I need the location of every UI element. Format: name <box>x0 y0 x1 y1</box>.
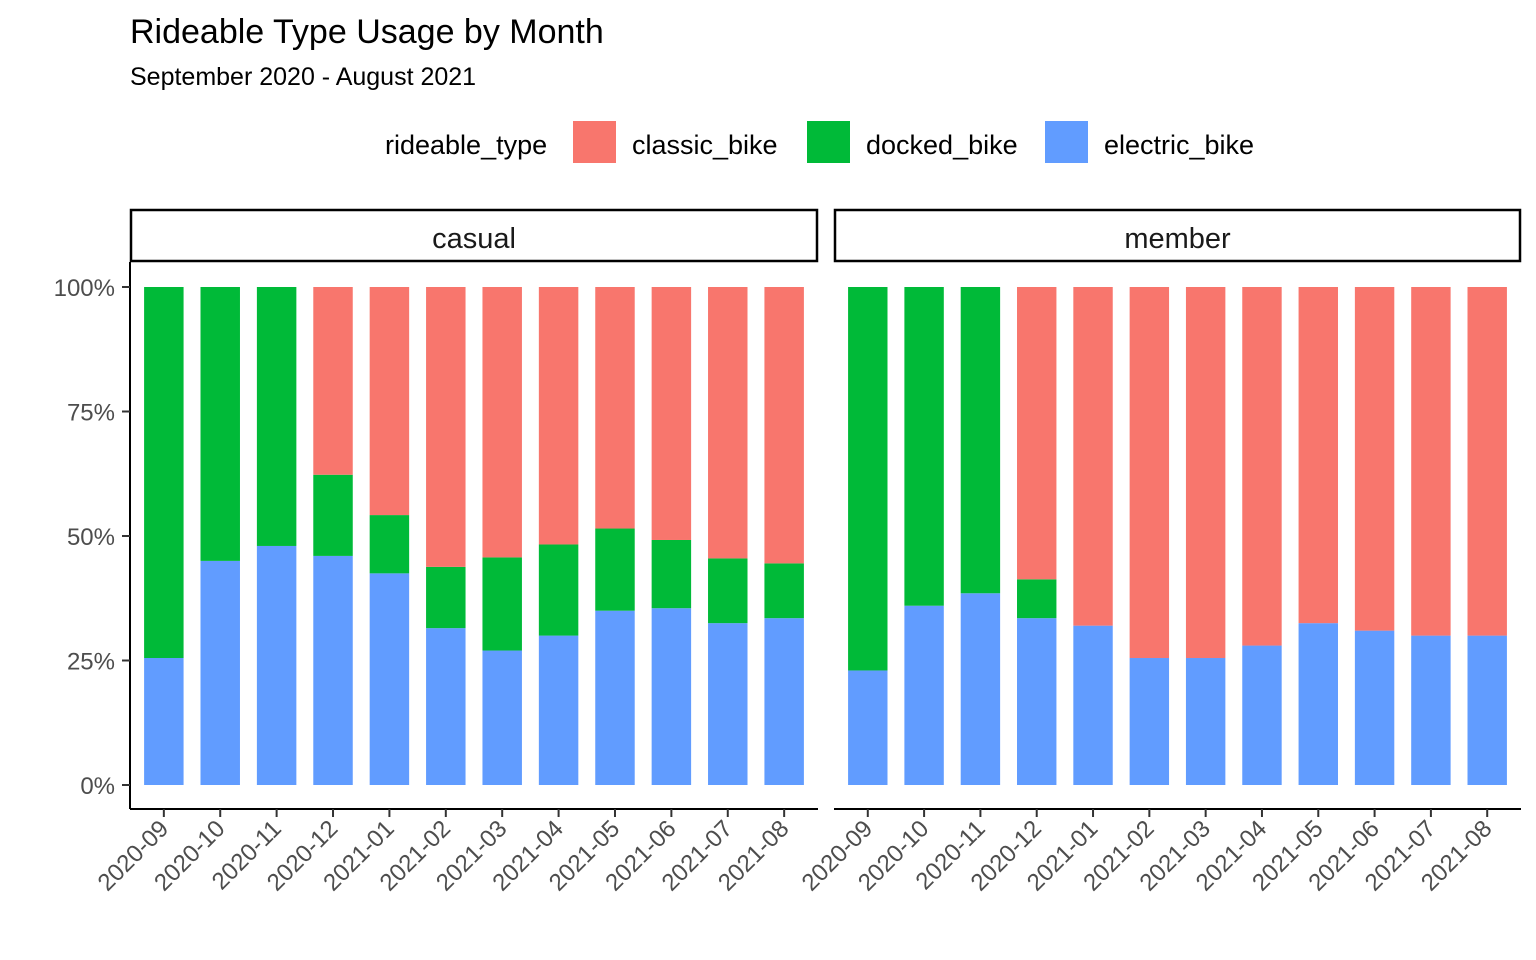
bar-casual-2021-02-electric-bike <box>426 628 466 785</box>
bar-member-2021-04-classic-bike <box>1242 287 1282 646</box>
legend-label-electric-bike: electric_bike <box>1104 130 1254 160</box>
bar-casual-2020-10-docked-bike <box>200 287 240 561</box>
bar-casual-2021-08-docked-bike <box>764 563 804 619</box>
bar-member-2021-03-electric-bike <box>1185 658 1226 785</box>
bar-casual-2020-10-electric-bike <box>200 560 240 785</box>
bar-casual-2021-02-classic-bike <box>426 287 466 567</box>
legend-swatch-classic-bike <box>573 121 616 163</box>
legend-swatch-electric-bike <box>1045 121 1088 163</box>
bar-casual-2021-08-classic-bike <box>764 287 804 564</box>
bar-member-2020-10-docked-bike <box>904 287 944 606</box>
strip-label-member: member <box>1124 223 1231 255</box>
bar-casual-2021-01-docked-bike <box>369 515 410 574</box>
strip-member <box>833 208 1522 263</box>
bar-casual-2020-12-docked-bike <box>313 474 353 556</box>
strip-label-casual: casual <box>432 223 516 255</box>
bar-casual-2021-04-classic-bike <box>538 287 579 545</box>
bar-member-2021-04-electric-bike <box>1242 645 1282 785</box>
legend-title: rideable_type <box>385 130 547 160</box>
bar-member-2020-09-electric-bike <box>848 670 888 785</box>
bar-member-2021-02-electric-bike <box>1129 658 1170 785</box>
bar-member-2021-08-classic-bike <box>1467 287 1507 636</box>
bar-member-2021-07-classic-bike <box>1411 287 1451 636</box>
chart-subtitle: September 2020 - August 2021 <box>130 63 476 91</box>
bar-casual-2021-01-electric-bike <box>369 573 410 785</box>
bar-member-2020-11-electric-bike <box>960 593 1001 785</box>
bar-casual-2021-05-classic-bike <box>595 287 635 529</box>
bar-casual-2021-07-classic-bike <box>708 287 748 559</box>
bar-casual-2021-04-electric-bike <box>538 635 579 785</box>
bar-casual-2021-07-docked-bike <box>708 558 748 624</box>
bar-casual-2021-01-classic-bike <box>369 287 410 516</box>
bar-member-2020-10-electric-bike <box>904 605 944 785</box>
bar-member-2020-11-docked-bike <box>960 287 1001 594</box>
chart-title: Rideable Type Usage by Month <box>130 13 604 51</box>
bar-casual-2021-03-electric-bike <box>482 650 522 785</box>
legend: rideable_type classic_bike docked_bike ele… <box>385 121 1254 163</box>
bar-casual-2020-12-electric-bike <box>313 555 353 785</box>
panel-member: member2020-092020-102020-112020-122021-0… <box>797 208 1522 897</box>
legend-swatch-docked-bike <box>807 121 850 163</box>
bar-casual-2021-05-electric-bike <box>595 610 635 785</box>
bar-casual-2021-04-docked-bike <box>538 544 579 636</box>
y-tick-label: 75% <box>67 400 115 427</box>
bar-casual-2021-03-docked-bike <box>482 557 522 651</box>
bar-casual-2020-12-classic-bike <box>313 287 353 475</box>
bar-casual-2020-09-electric-bike <box>144 658 184 785</box>
y-tick-label: 0% <box>80 773 115 800</box>
bar-casual-2020-09-docked-bike <box>144 287 184 659</box>
bar-member-2020-12-classic-bike <box>1017 287 1057 580</box>
bar-casual-2021-08-electric-bike <box>764 618 804 785</box>
bar-casual-2020-11-docked-bike <box>256 287 297 546</box>
bar-member-2021-06-classic-bike <box>1354 287 1395 631</box>
bar-casual-2021-05-docked-bike <box>595 528 635 611</box>
strip-casual <box>129 208 819 263</box>
bar-member-2021-08-electric-bike <box>1467 635 1507 785</box>
panel-casual: casual2020-092020-102020-112020-122021-0… <box>54 208 819 897</box>
bar-member-2021-05-classic-bike <box>1298 287 1338 624</box>
legend-label-docked-bike: docked_bike <box>866 130 1018 160</box>
bar-member-2021-07-electric-bike <box>1411 635 1451 785</box>
bar-member-2021-06-electric-bike <box>1354 630 1395 785</box>
facet-panels: casual2020-092020-102020-112020-122021-0… <box>54 208 1522 897</box>
bar-member-2020-12-electric-bike <box>1017 618 1057 785</box>
y-tick-label: 50% <box>67 524 115 551</box>
bar-casual-2021-06-docked-bike <box>651 539 692 609</box>
bar-casual-2021-06-electric-bike <box>651 608 692 785</box>
bar-member-2021-02-classic-bike <box>1129 287 1170 659</box>
bar-member-2021-01-electric-bike <box>1073 625 1113 785</box>
bar-member-2021-01-classic-bike <box>1073 287 1113 626</box>
bar-casual-2021-03-classic-bike <box>482 287 522 558</box>
bar-member-2020-12-docked-bike <box>1017 579 1057 619</box>
bar-member-2021-05-electric-bike <box>1298 623 1338 785</box>
bar-member-2020-09-docked-bike <box>848 287 888 671</box>
bar-casual-2021-06-classic-bike <box>651 287 692 540</box>
y-tick-label: 100% <box>54 275 115 302</box>
bar-casual-2020-11-electric-bike <box>256 545 297 785</box>
bar-casual-2021-02-docked-bike <box>426 566 466 629</box>
bar-member-2021-03-classic-bike <box>1185 287 1226 659</box>
bar-casual-2021-07-electric-bike <box>708 623 748 785</box>
y-tick-label: 25% <box>67 649 115 676</box>
legend-label-classic-bike: classic_bike <box>632 130 778 160</box>
